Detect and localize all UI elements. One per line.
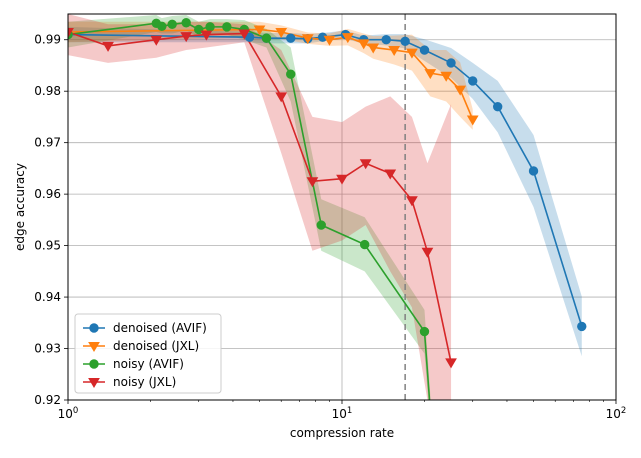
legend-marker-1 bbox=[88, 342, 100, 352]
data-point-2-7 bbox=[222, 22, 232, 32]
data-point-3-12 bbox=[421, 247, 434, 258]
data-point-0-15 bbox=[577, 321, 587, 332]
data-point-1-7 bbox=[367, 43, 380, 54]
legend-label-3: noisy (JXL) bbox=[113, 375, 176, 389]
data-point-2-11 bbox=[316, 220, 326, 230]
data-point-1-11 bbox=[440, 71, 453, 82]
x-tick-label-0: 100 bbox=[58, 406, 79, 421]
x-axis-ticks: 100 101 102 bbox=[58, 400, 627, 421]
data-point-2-2 bbox=[157, 21, 167, 32]
y-tick-label-4: 0.96 bbox=[34, 187, 61, 201]
y-axis-ticks: 0.92 0.93 0.94 0.95 0.96 0.97 0.98 0.99 bbox=[34, 33, 68, 407]
legend-box bbox=[74, 313, 222, 394]
data-point-1-5 bbox=[341, 33, 354, 44]
data-point-1-9 bbox=[406, 48, 418, 59]
data-point-2-13 bbox=[419, 326, 430, 337]
x-axis-label: compression rate bbox=[290, 426, 394, 440]
data-point-3-6 bbox=[275, 92, 288, 103]
series-line-0 bbox=[68, 33, 583, 327]
data-point-2-5 bbox=[194, 24, 204, 35]
data-point-3-7 bbox=[306, 177, 319, 188]
confidence-band-3 bbox=[68, 14, 452, 400]
data-point-3-8 bbox=[336, 174, 348, 185]
data-point-2-14 bbox=[426, 406, 434, 414]
legend-marker-2 bbox=[89, 359, 99, 369]
data-point-2-6 bbox=[205, 22, 215, 32]
data-point-0-3 bbox=[286, 33, 296, 43]
data-point-1-8 bbox=[388, 46, 401, 57]
legend-marker-3 bbox=[88, 378, 100, 388]
legend-marker-0 bbox=[89, 323, 99, 333]
data-point-2-4 bbox=[181, 18, 191, 28]
x-tick-label-1: 101 bbox=[332, 406, 353, 421]
data-point-3-1 bbox=[102, 41, 114, 52]
data-point-1-6 bbox=[357, 39, 370, 50]
data-point-3-4 bbox=[200, 30, 213, 41]
data-point-3-2 bbox=[150, 35, 163, 46]
y-tick-label-6: 0.98 bbox=[34, 84, 61, 98]
data-point-1-2 bbox=[275, 28, 288, 38]
data-point-3-9 bbox=[359, 159, 372, 170]
legend-label-1: denoised (JXL) bbox=[113, 339, 199, 353]
data-point-2-10 bbox=[286, 69, 296, 79]
data-point-2-9 bbox=[261, 33, 272, 43]
data-point-0-10 bbox=[419, 45, 430, 55]
legend: denoised (AVIF) denoised (JXL) noisy (AVIF… bbox=[74, 313, 222, 394]
legend-label-0: denoised (AVIF) bbox=[113, 321, 207, 335]
data-point-0-12 bbox=[468, 76, 478, 86]
y-tick-label-2: 0.94 bbox=[34, 290, 61, 304]
y-tick-label-3: 0.95 bbox=[34, 239, 61, 253]
data-point-3-5 bbox=[238, 29, 251, 40]
legend-label-2: noisy (AVIF) bbox=[113, 357, 184, 371]
series-markers bbox=[68, 18, 587, 414]
data-point-1-4 bbox=[323, 35, 336, 46]
data-point-3-3 bbox=[180, 32, 193, 43]
data-point-2-12 bbox=[359, 239, 370, 250]
data-point-1-3 bbox=[301, 34, 314, 45]
data-point-0-11 bbox=[446, 58, 456, 68]
data-point-1-1 bbox=[253, 25, 266, 36]
series-line-3 bbox=[68, 31, 452, 363]
data-point-0-14 bbox=[528, 166, 539, 176]
y-tick-label-0: 0.92 bbox=[34, 393, 61, 407]
data-point-0-8 bbox=[381, 35, 391, 45]
x-tick-label-2: 102 bbox=[606, 406, 627, 421]
data-point-1-12 bbox=[454, 85, 467, 96]
data-point-2-3 bbox=[167, 19, 177, 29]
y-tick-label-1: 0.93 bbox=[34, 342, 61, 356]
y-axis-label: edge accuracy bbox=[13, 163, 27, 251]
data-point-3-10 bbox=[384, 169, 397, 180]
data-point-1-10 bbox=[424, 69, 437, 80]
data-point-3-0 bbox=[68, 28, 74, 38]
data-point-0-9 bbox=[400, 36, 410, 46]
data-point-1-13 bbox=[466, 115, 479, 126]
data-point-3-11 bbox=[406, 196, 418, 207]
data-point-3-13 bbox=[445, 358, 457, 369]
data-point-0-13 bbox=[492, 101, 503, 112]
y-tick-label-7: 0.99 bbox=[34, 33, 61, 47]
y-tick-label-5: 0.97 bbox=[34, 136, 61, 150]
